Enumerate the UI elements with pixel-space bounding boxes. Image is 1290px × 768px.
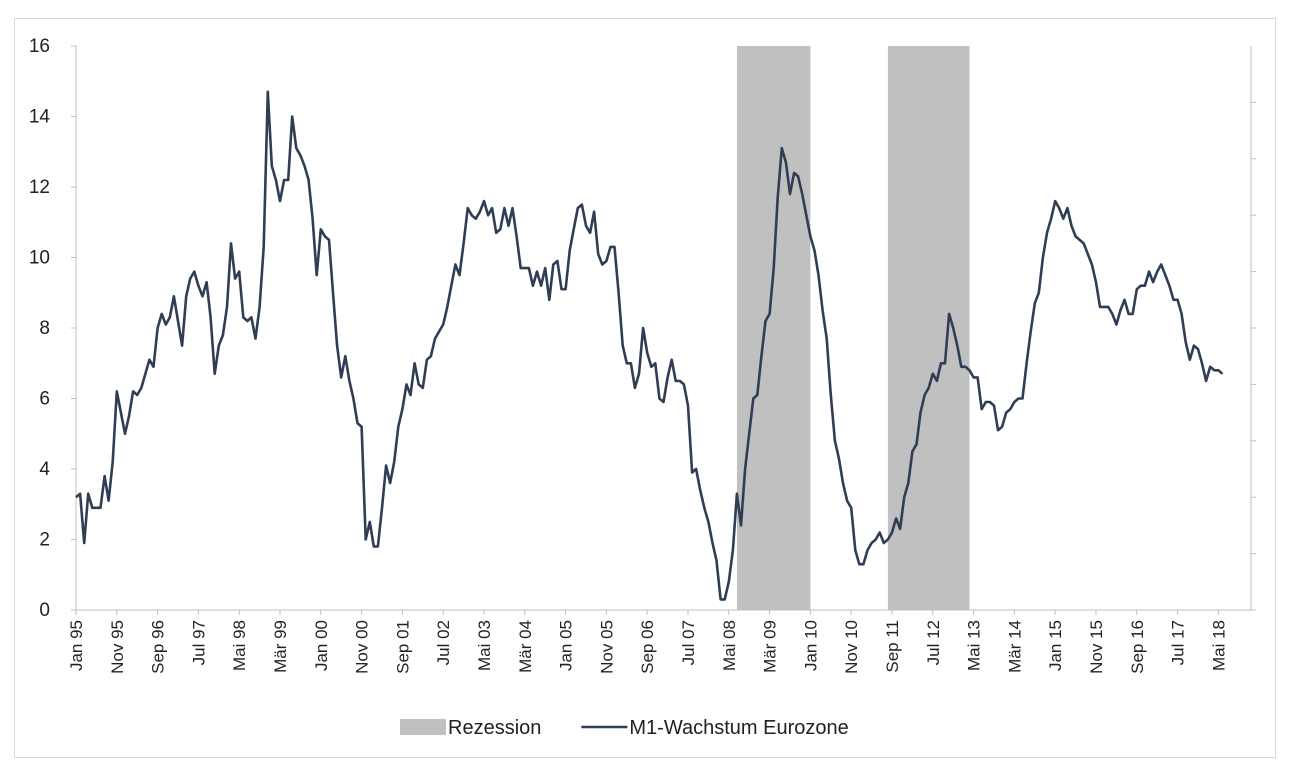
x-tick-label: Jul 07 (679, 620, 698, 665)
x-tick-label: Mai 08 (720, 620, 739, 671)
x-tick-label: Sep 06 (638, 620, 657, 674)
legend: Rezession M1-Wachstum Eurozone (400, 717, 849, 739)
series-line-m1-growth (75, 90, 1224, 601)
x-tick-label: Nov 15 (1087, 620, 1106, 674)
y-tick-label: 6 (39, 389, 50, 410)
y-axis-ticks: 0 2 4 6 8 10 12 14 16 (29, 36, 76, 621)
series-group (75, 90, 1224, 601)
x-tick-label: Jul 12 (924, 620, 943, 665)
legend-swatch-recession (400, 719, 446, 735)
y-tick-label: 4 (39, 459, 50, 480)
x-tick-label: Mär 99 (271, 620, 290, 673)
x-tick-label: Sep 01 (393, 620, 412, 674)
x-tick-label: Nov 00 (353, 620, 372, 674)
y-tick-label: 14 (29, 107, 51, 128)
y-tick-label: 12 (29, 177, 50, 198)
x-tick-label: Mär 14 (1005, 620, 1024, 673)
legend-label: M1-Wachstum Eurozone (629, 717, 848, 739)
x-tick-label: Mai 18 (1209, 620, 1228, 671)
x-tick-label: Jul 17 (1169, 620, 1188, 665)
y-tick-label: 8 (39, 318, 50, 339)
x-tick-label: Nov 10 (842, 620, 861, 674)
x-tick-label: Sep 16 (1128, 620, 1147, 674)
x-tick-label: Sep 96 (149, 620, 168, 674)
x-tick-label: Mär 09 (761, 620, 780, 673)
legend-label: Rezession (448, 717, 541, 739)
x-tick-label: Jan 05 (557, 620, 576, 671)
y-tick-label: 2 (39, 530, 50, 551)
x-tick-label: Jan 15 (1046, 620, 1065, 671)
y-tick-label: 16 (29, 36, 50, 57)
x-tick-label: Jul 97 (189, 620, 208, 665)
recession-band-1 (736, 46, 811, 610)
chart-frame: 0 2 4 6 8 10 12 14 16 Jan 95 Nov 95 Sep 96 Jul 97 Ma… (14, 18, 1276, 758)
y-tick-label: 10 (29, 248, 50, 269)
x-tick-label: Jan 95 (67, 620, 86, 671)
x-tick-label: Jan 10 (801, 620, 820, 671)
x-tick-label: Mai 03 (475, 620, 494, 671)
recession-bands (736, 46, 970, 610)
x-tick-label: Nov 95 (108, 620, 127, 674)
x-tick-label: Mai 13 (965, 620, 984, 671)
x-tick-label: Mai 98 (230, 620, 249, 671)
x-tick-label: Jan 00 (312, 620, 331, 671)
line-chart: 0 2 4 6 8 10 12 14 16 Jan 95 Nov 95 Sep 96 Jul 97 Ma… (29, 36, 1256, 739)
x-axis-ticks: Jan 95 Nov 95 Sep 96 Jul 97 Mai 98 Mär 99 Jan … (67, 610, 1228, 674)
x-tick-label: Jul 02 (434, 620, 453, 665)
x-tick-label: Nov 05 (597, 620, 616, 674)
y-tick-label: 0 (39, 600, 50, 621)
x-tick-label: Mär 04 (516, 620, 535, 673)
x-tick-label: Sep 11 (883, 620, 902, 673)
